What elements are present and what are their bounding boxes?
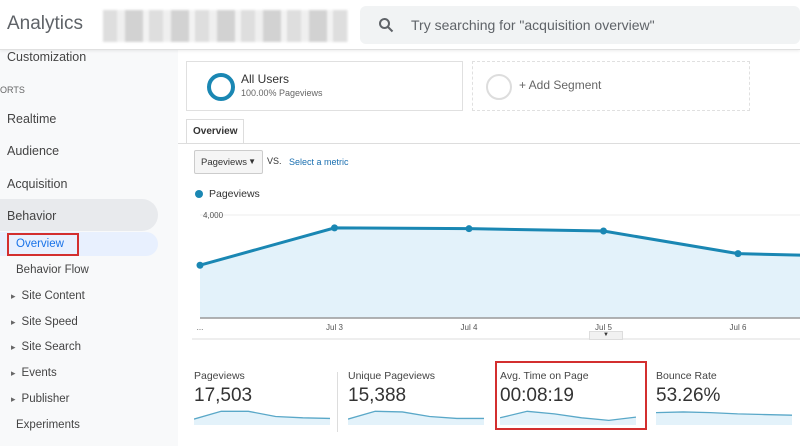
chevron-down-icon: ▼ — [248, 157, 256, 166]
highlight-box-avg-time — [495, 361, 647, 430]
top-bar: Analytics Try searching for "acquisition… — [0, 0, 800, 50]
y-tick-label: 4,000 — [203, 211, 224, 220]
sidebar: Customization ORTS Realtime Audience Acq… — [0, 50, 178, 446]
data-point — [465, 225, 473, 233]
search-icon — [379, 18, 394, 33]
tab-divider — [178, 143, 800, 144]
x-tick-label: ... — [197, 323, 204, 332]
add-segment-button[interactable]: + Add Segment — [472, 61, 750, 111]
sidebar-item-site-speed[interactable]: Site Speed — [11, 316, 78, 328]
metric-pageviews[interactable]: Pageviews 17,503 — [193, 370, 331, 430]
sparkline-fill — [656, 411, 792, 425]
empty-ring-icon — [486, 74, 512, 100]
metric-bounce-rate[interactable]: Bounce Rate 53.26% — [655, 370, 793, 430]
segment-all-users[interactable]: All Users 100.00% Pageviews — [186, 61, 463, 111]
sparkline — [193, 410, 331, 425]
data-point — [196, 261, 204, 269]
data-point — [734, 250, 742, 258]
segment-ring-icon — [207, 73, 235, 101]
behavior-highlight — [0, 199, 158, 231]
metric-value: 00:08:19 — [500, 385, 574, 406]
metric-avg-time-on-page[interactable]: Avg. Time on Page 00:08:19 — [499, 370, 637, 430]
area-fill — [200, 227, 800, 318]
overview-highlight — [0, 232, 158, 256]
x-tick-label: Jul 6 — [730, 323, 747, 332]
vs-label: VS. — [267, 156, 282, 166]
sparkline — [499, 410, 637, 425]
data-point — [600, 227, 607, 235]
main-content: All Users 100.00% Pageviews + Add Segmen… — [178, 50, 800, 446]
sparkline-fill — [194, 411, 330, 425]
segment-sub: 100.00% Pageviews — [241, 88, 323, 98]
sidebar-item-site-content[interactable]: Site Content — [11, 290, 85, 302]
sidebar-item-publisher[interactable]: Publisher — [11, 393, 70, 405]
x-tick-label: Jul 3 — [326, 323, 343, 332]
sparkline — [347, 410, 484, 425]
metric-label: Unique Pageviews — [348, 370, 435, 382]
sparkline — [655, 411, 793, 425]
metric-value: 17,503 — [194, 385, 253, 406]
metric-label: Avg. Time on Page — [500, 370, 589, 382]
metric-unique-pageviews[interactable]: Unique Pageviews 15,388 — [347, 370, 484, 430]
data-point — [331, 224, 338, 232]
app-title: Analytics — [7, 13, 84, 34]
sidebar-item-acquisition[interactable]: Acquisition — [7, 177, 68, 191]
chart-expand-handle[interactable]: ▼ — [589, 331, 623, 340]
tab-overview[interactable]: Overview — [186, 119, 244, 143]
series-line — [199, 226, 800, 267]
sidebar-item-audience[interactable]: Audience — [7, 144, 60, 158]
reports-heading: ORTS — [0, 85, 25, 95]
highlight-box-overview — [7, 233, 79, 256]
sidebar-item-site-search[interactable]: Site Search — [11, 341, 81, 353]
sidebar-item-experiments[interactable]: Experiments — [16, 419, 80, 431]
metric-value: 15,388 — [348, 385, 407, 406]
sidebar-item-realtime[interactable]: Realtime — [7, 112, 57, 126]
search-placeholder: Try searching for "acquisition overview" — [411, 17, 655, 33]
search-input[interactable]: Try searching for "acquisition overview" — [360, 6, 800, 44]
metric-select[interactable]: Pageviews ▼ — [194, 150, 263, 174]
metrics-divider — [337, 372, 338, 432]
metric-value: 53.26% — [656, 385, 721, 406]
sparkline-line — [193, 410, 331, 420]
add-segment-label: + Add Segment — [519, 78, 602, 92]
sparkline-line — [499, 410, 637, 422]
sidebar-item-behavior-flow[interactable]: Behavior Flow — [16, 264, 89, 276]
metric-label: Pageviews — [194, 370, 245, 382]
legend-dot — [195, 190, 203, 198]
sparkline-line — [347, 410, 484, 420]
sidebar-item-events[interactable]: Events — [11, 367, 57, 379]
legend-label: Pageviews — [209, 188, 260, 200]
sparkline-fill — [348, 411, 484, 425]
x-tick-label: Jul 4 — [461, 323, 478, 332]
sparkline-line — [655, 411, 793, 416]
sidebar-item-overview[interactable]: Overview — [16, 238, 64, 250]
x-tick-label: Jul 5 — [595, 323, 612, 332]
metric-select-value: Pageviews — [201, 157, 247, 168]
segment-name: All Users — [241, 72, 290, 86]
account-selector-blurred[interactable] — [103, 10, 348, 42]
sidebar-item-behavior[interactable]: Behavior — [7, 209, 57, 223]
metric-label: Bounce Rate — [656, 370, 717, 382]
sidebar-item-customization[interactable]: Customization — [7, 50, 87, 64]
sparkline-fill — [500, 411, 636, 425]
select-metric-link[interactable]: Select a metric — [289, 157, 349, 167]
